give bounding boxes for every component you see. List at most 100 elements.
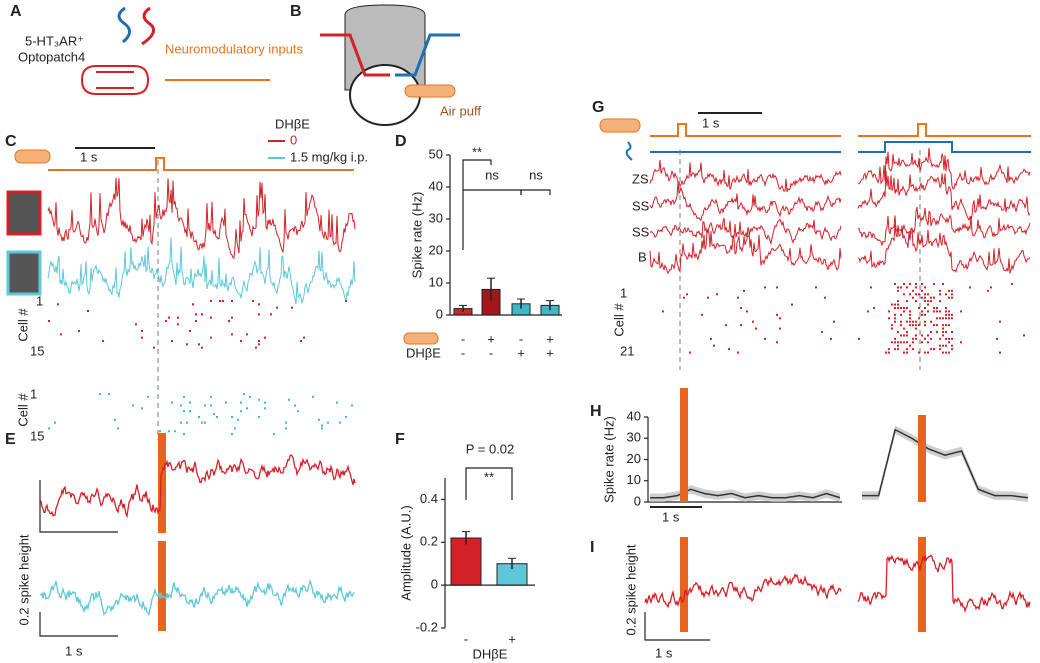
spike-dot bbox=[231, 415, 233, 418]
spike-dot bbox=[951, 344, 953, 347]
spike-dot bbox=[824, 296, 826, 299]
spike-dot bbox=[912, 337, 914, 340]
y-tick-label: 0 bbox=[431, 577, 438, 592]
spike-dot bbox=[990, 286, 992, 289]
spike-dot bbox=[159, 430, 161, 433]
spike-dot bbox=[945, 317, 947, 320]
spike-dot bbox=[201, 346, 203, 349]
sig-bracket bbox=[520, 189, 551, 195]
spike-dot bbox=[716, 293, 718, 296]
red-fiber bbox=[320, 33, 390, 77]
scale-label: 1 s bbox=[80, 149, 98, 164]
spike-dot bbox=[713, 344, 715, 347]
row-label: B bbox=[638, 249, 647, 264]
spike-dot bbox=[776, 313, 778, 316]
panel-label: H bbox=[590, 403, 602, 420]
spike-dot bbox=[897, 344, 899, 347]
spike-dot bbox=[192, 303, 194, 306]
spike-dot bbox=[948, 351, 950, 354]
spike-dot bbox=[924, 307, 926, 309]
spike-dot bbox=[180, 421, 182, 424]
trace bbox=[649, 226, 842, 275]
spike-dot bbox=[204, 421, 206, 424]
objective bbox=[344, 4, 426, 91]
spike-dot bbox=[234, 427, 236, 430]
spike-dot bbox=[906, 341, 908, 344]
spike-dot bbox=[939, 300, 941, 303]
scale-label: 1 s bbox=[655, 645, 673, 660]
spike-dot bbox=[936, 310, 938, 313]
spike-dot bbox=[249, 395, 251, 398]
spike-dot bbox=[327, 421, 329, 424]
stim-bar bbox=[918, 537, 926, 632]
panel-label: D bbox=[395, 133, 407, 150]
spike-dot bbox=[662, 310, 664, 313]
row-label: ZS bbox=[632, 171, 649, 186]
spike-dot bbox=[927, 334, 929, 337]
spike-dot bbox=[752, 320, 754, 323]
spike-dot bbox=[99, 393, 101, 395]
sig-bracket bbox=[465, 467, 513, 500]
panel-label: G bbox=[592, 99, 604, 116]
spike-dot bbox=[900, 324, 902, 327]
spike-dot bbox=[924, 313, 926, 316]
puff-icon bbox=[14, 149, 51, 164]
spike-dot bbox=[743, 289, 745, 292]
cell-axis: Cell # bbox=[15, 393, 30, 427]
spike-dot bbox=[728, 348, 730, 351]
spike-dot bbox=[746, 310, 748, 313]
spike-dot bbox=[918, 324, 920, 327]
spike-dot bbox=[900, 307, 902, 309]
trace bbox=[39, 454, 356, 519]
trace bbox=[649, 181, 842, 222]
spike-dot bbox=[210, 300, 212, 302]
spike-dot bbox=[948, 337, 950, 340]
puff-nozzle bbox=[404, 84, 456, 98]
spike-dot bbox=[900, 313, 902, 316]
spike-dot bbox=[201, 313, 203, 316]
spike-dot bbox=[345, 415, 347, 418]
spike-dot bbox=[351, 404, 353, 407]
spike-dot bbox=[900, 334, 902, 337]
trace bbox=[644, 573, 842, 609]
spike-dot bbox=[936, 331, 938, 333]
spike-dot bbox=[948, 310, 950, 313]
spike-dot bbox=[264, 401, 266, 404]
spike-dot bbox=[168, 430, 170, 433]
spike-dot bbox=[945, 310, 947, 313]
spike-dot bbox=[54, 421, 56, 424]
spike-dot bbox=[189, 330, 191, 332]
spike-dot bbox=[231, 316, 233, 319]
spike-dot bbox=[906, 351, 908, 354]
bar bbox=[450, 537, 482, 586]
spike-dot bbox=[951, 348, 953, 351]
red-input bbox=[141, 6, 156, 46]
spike-dot bbox=[858, 337, 860, 340]
spike-dot bbox=[903, 310, 905, 313]
spike-dot bbox=[815, 286, 817, 289]
row-label: DHβE bbox=[406, 345, 441, 360]
spike-dot bbox=[924, 324, 926, 327]
spike-dot bbox=[213, 413, 215, 416]
spike-dot bbox=[779, 327, 781, 330]
spike-dot bbox=[924, 320, 926, 323]
trace bbox=[47, 177, 356, 259]
spike-dot bbox=[312, 395, 314, 398]
spike-dot bbox=[915, 320, 917, 323]
spike-dot bbox=[909, 293, 911, 296]
spike-dot bbox=[942, 327, 944, 330]
spike-dot bbox=[942, 324, 944, 327]
spike-dot bbox=[945, 293, 947, 296]
spike-dot bbox=[339, 421, 341, 424]
spike-dot bbox=[960, 341, 962, 344]
spike-dot bbox=[909, 324, 911, 327]
spike-dot bbox=[945, 324, 947, 327]
spike-dot bbox=[900, 286, 902, 289]
trace bbox=[857, 554, 1031, 613]
y-label: Amplitude (A.U.) bbox=[398, 505, 413, 600]
panel-label: E bbox=[5, 431, 16, 448]
y-tick-label: 40 bbox=[627, 408, 641, 423]
cell-first: 1 bbox=[620, 285, 627, 300]
spike-dot bbox=[321, 424, 323, 427]
y-label: 0.2 spike height bbox=[16, 534, 31, 625]
